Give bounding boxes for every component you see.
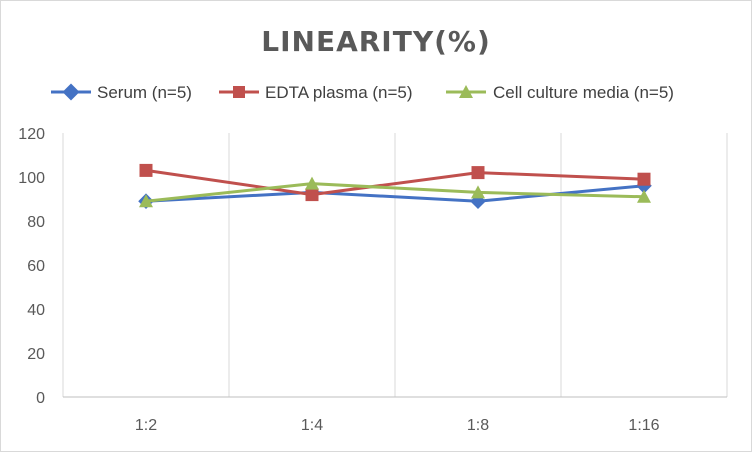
x-tick-label: 1:16 [628, 417, 659, 434]
legend-label-edta-plasma: EDTA plasma (n=5) [265, 83, 413, 102]
data-point-edta-plasma [305, 188, 319, 202]
legend-marker-cell-culture-media [459, 85, 473, 98]
x-tick-label: 1:4 [301, 417, 323, 434]
data-point-cell-culture-media [139, 194, 153, 208]
legend-marker-edta-plasma [233, 86, 245, 98]
series-line-cell-culture-media [145, 182, 645, 203]
y-tick-label: 0 [36, 390, 45, 407]
y-tick-label: 80 [27, 214, 45, 231]
y-tick-label: 60 [27, 258, 45, 275]
data-point-edta-plasma [471, 166, 485, 180]
chart-title: LINEARITY(%) [261, 25, 491, 58]
legend-marker-serum [62, 83, 80, 101]
series-line-edta-plasma [145, 168, 645, 197]
legend-item-edta-plasma: EDTA plasma (n=5) [219, 83, 413, 102]
y-tick-label: 20 [27, 346, 45, 363]
y-tick-label: 120 [18, 126, 45, 143]
y-tick-label: 100 [18, 170, 45, 187]
legend-label-serum: Serum (n=5) [97, 83, 192, 102]
data-point-cell-culture-media [305, 176, 319, 190]
x-tick-label: 1:8 [467, 417, 489, 434]
legend-item-serum: Serum (n=5) [51, 83, 192, 102]
data-point-edta-plasma [139, 163, 153, 177]
data-point-cell-culture-media [637, 189, 651, 203]
data-point-edta-plasma [637, 172, 651, 186]
y-tick-label: 40 [27, 302, 45, 319]
data-point-cell-culture-media [471, 185, 485, 199]
legend-item-cell-culture-media: Cell culture media (n=5) [446, 83, 674, 102]
legend-label-cell-culture-media: Cell culture media (n=5) [493, 83, 674, 102]
plot-area: 0 20 40 60 80 100 120 1:2 1:4 1:8 1:16 [18, 126, 728, 434]
legend: Serum (n=5) EDTA plasma (n=5) Cell cultu… [51, 83, 674, 102]
x-tick-label: 1:2 [135, 417, 157, 434]
